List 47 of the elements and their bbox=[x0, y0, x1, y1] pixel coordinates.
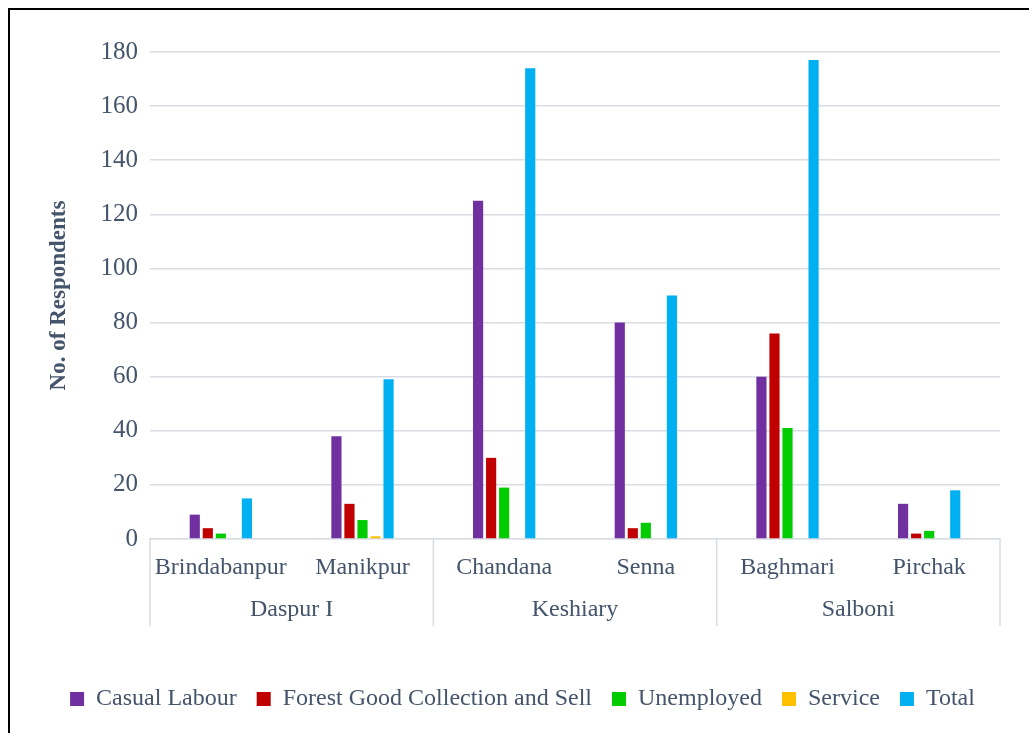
bar bbox=[898, 503, 909, 539]
x-tick-label: Manikpur bbox=[315, 552, 410, 579]
x-tick-label: Brindabanpur bbox=[154, 552, 287, 579]
x-tick-label: Pirchak bbox=[892, 552, 966, 579]
y-tick-label: 100 bbox=[100, 253, 138, 281]
legend-label: Casual Labour bbox=[96, 684, 237, 711]
bar bbox=[924, 530, 935, 539]
bar bbox=[473, 200, 484, 539]
legend-label: Forest Good Collection and Sell bbox=[282, 684, 593, 711]
legend-label: Unemployed bbox=[638, 684, 762, 711]
bar bbox=[499, 487, 510, 539]
y-tick-label: 60 bbox=[113, 361, 138, 389]
bar bbox=[769, 333, 780, 539]
bar bbox=[189, 514, 200, 539]
bar bbox=[614, 322, 625, 539]
x-tick-label: Senna bbox=[616, 552, 676, 579]
bar bbox=[782, 428, 793, 539]
x-tick-label: Chandana bbox=[456, 552, 553, 579]
y-axis-title: No. of Respondents bbox=[44, 200, 70, 391]
bar bbox=[627, 528, 638, 539]
text: Salboni bbox=[821, 595, 896, 622]
bar bbox=[241, 498, 252, 539]
y-tick-label: 160 bbox=[100, 90, 138, 118]
bar bbox=[808, 60, 819, 539]
bar bbox=[383, 379, 394, 539]
bar bbox=[756, 376, 767, 539]
bar bbox=[525, 68, 536, 539]
legend-label: Total bbox=[925, 684, 976, 711]
text: Keshiary bbox=[531, 595, 619, 622]
bar bbox=[357, 520, 368, 539]
bar bbox=[331, 436, 342, 539]
text: Daspur I bbox=[250, 595, 334, 622]
y-tick-label: 120 bbox=[100, 198, 138, 226]
y-tick-label: 40 bbox=[113, 415, 138, 443]
y-tick-label: 0 bbox=[125, 523, 138, 551]
y-tick-label: 80 bbox=[113, 307, 138, 335]
x-tick-label: Baghmari bbox=[740, 552, 836, 579]
bar bbox=[202, 528, 213, 539]
y-tick-label: 180 bbox=[100, 36, 138, 64]
legend-label: Service bbox=[807, 684, 880, 711]
bar bbox=[344, 503, 355, 539]
bar bbox=[950, 490, 961, 539]
y-tick-label: 20 bbox=[113, 469, 138, 497]
bar bbox=[486, 457, 497, 539]
y-tick-label: 140 bbox=[100, 144, 138, 172]
bar bbox=[640, 522, 651, 539]
bar bbox=[666, 295, 677, 539]
